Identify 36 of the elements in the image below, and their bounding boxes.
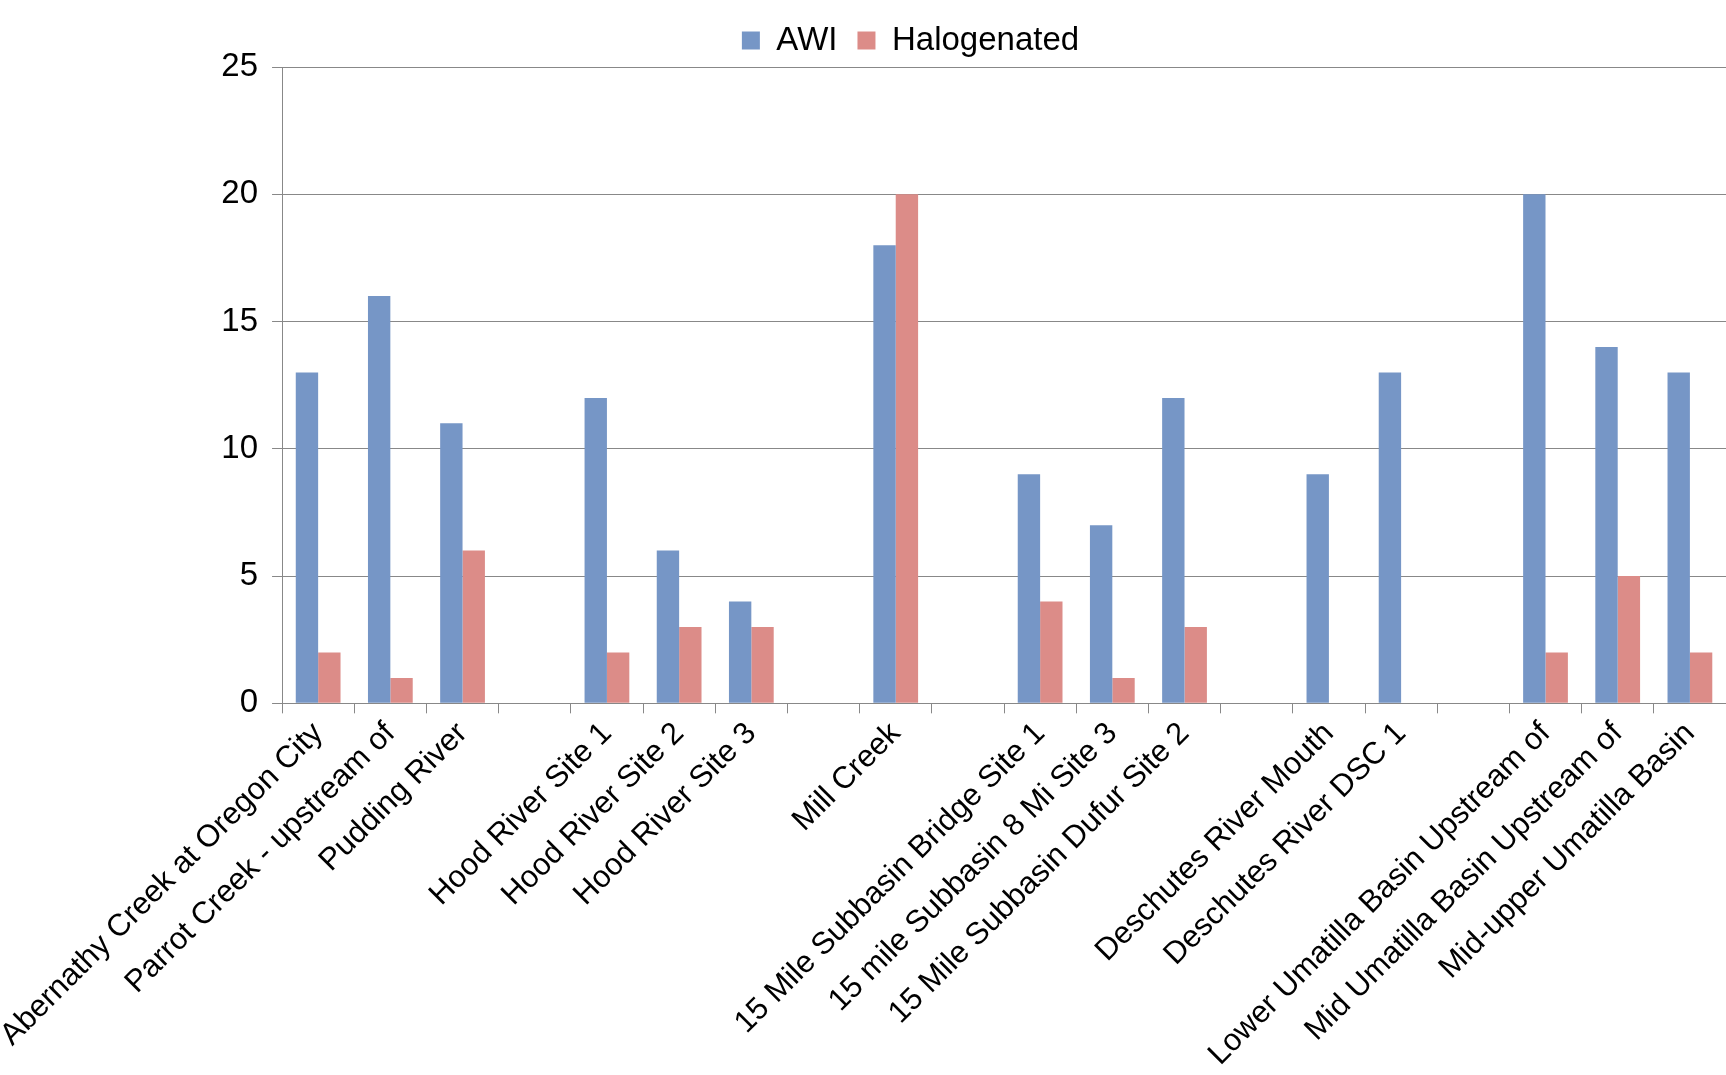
bar	[1689, 652, 1713, 703]
y-tick-label: 25	[221, 46, 259, 84]
bar	[1112, 677, 1135, 703]
bar	[390, 677, 413, 703]
y-tick-label: 0	[239, 682, 259, 720]
y-tick-label: 15	[221, 300, 259, 338]
bar	[1595, 346, 1618, 703]
bar	[295, 372, 319, 703]
bar	[1523, 194, 1546, 703]
bar	[367, 296, 391, 703]
bar	[1667, 372, 1690, 703]
legend-label: Halogenated	[891, 19, 1080, 57]
bar	[895, 194, 919, 703]
bar	[728, 601, 752, 703]
y-tick-label: 5	[239, 555, 259, 593]
bar	[656, 550, 680, 703]
bar	[1378, 372, 1402, 703]
bar	[751, 626, 774, 703]
legend-label: AWI	[776, 19, 838, 57]
y-tick-label: 20	[221, 173, 259, 211]
bar	[1617, 576, 1641, 703]
bar	[1184, 626, 1207, 703]
bar	[1089, 525, 1113, 703]
bar	[1545, 652, 1568, 703]
bar	[1306, 474, 1329, 703]
bar	[440, 423, 463, 703]
bar	[462, 550, 485, 703]
bar	[1017, 474, 1041, 703]
bar	[679, 626, 702, 703]
bar	[606, 652, 630, 703]
bar	[318, 652, 341, 703]
y-tick-label: 10	[221, 427, 259, 465]
bar	[584, 397, 607, 703]
bar	[873, 245, 896, 703]
bar	[1040, 601, 1063, 703]
bar	[1162, 397, 1185, 703]
